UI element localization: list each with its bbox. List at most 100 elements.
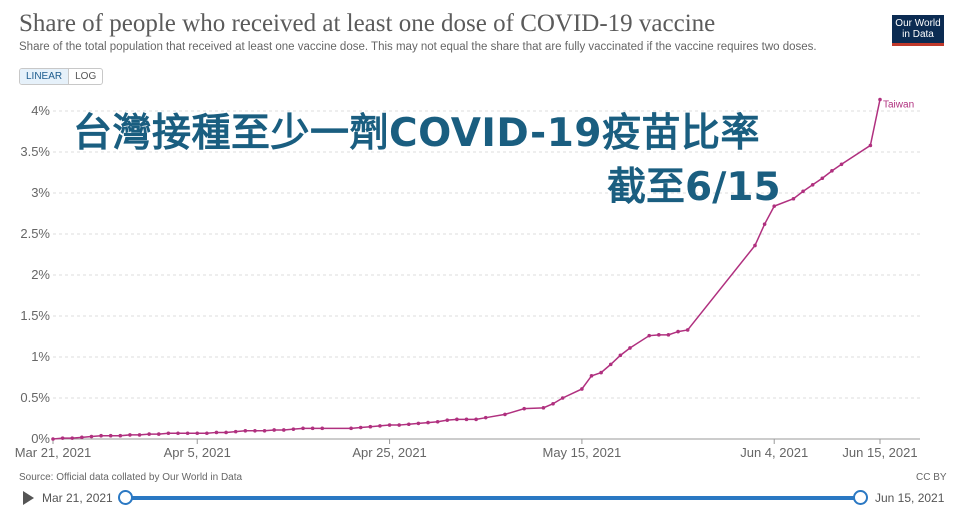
timeline-start-handle[interactable] xyxy=(118,490,133,505)
data-point xyxy=(878,97,882,102)
data-point xyxy=(820,176,825,181)
data-point xyxy=(839,162,844,167)
y-tick-label: 0.5% xyxy=(20,390,50,405)
owid-logo[interactable]: Our World in Data xyxy=(892,15,944,46)
timeline-start-label: Mar 21, 2021 xyxy=(42,491,113,505)
data-point xyxy=(483,415,488,420)
logo-line-2: in Data xyxy=(902,29,934,40)
data-point xyxy=(666,333,671,337)
data-point xyxy=(224,430,228,435)
data-point xyxy=(137,433,142,437)
timeline-end-handle[interactable] xyxy=(853,490,868,505)
data-point xyxy=(387,423,392,427)
data-point xyxy=(176,431,180,436)
data-point xyxy=(358,425,363,430)
data-point xyxy=(262,429,267,433)
data-point xyxy=(801,189,805,194)
data-point xyxy=(772,204,777,208)
y-tick-label: 1% xyxy=(31,349,50,364)
data-point xyxy=(185,431,190,436)
data-point xyxy=(156,432,161,436)
y-tick-label: 1.5% xyxy=(20,308,50,323)
data-point xyxy=(397,423,401,427)
timeline-end-label: Jun 15, 2021 xyxy=(875,491,945,505)
data-point xyxy=(291,427,296,431)
data-point xyxy=(868,143,873,148)
x-tick-label: Jun 4, 2021 xyxy=(740,445,808,460)
data-point xyxy=(320,426,325,431)
data-point xyxy=(791,196,796,201)
license-link[interactable]: CC BY xyxy=(916,472,947,483)
data-point xyxy=(647,333,652,338)
overlay-caption-line-2: 截至6/15 xyxy=(607,165,781,210)
data-point xyxy=(685,328,690,332)
data-point xyxy=(608,362,613,367)
data-point xyxy=(99,433,103,438)
x-tick-label: Apr 5, 2021 xyxy=(164,445,231,460)
x-tick-label: Jun 15, 2021 xyxy=(842,445,917,460)
data-point xyxy=(435,419,440,424)
data-point xyxy=(128,433,132,437)
logo-line-1: Our World xyxy=(895,18,941,29)
y-tick-label: 2% xyxy=(31,267,50,282)
data-point xyxy=(378,424,382,428)
source-note: Source: Official data collated by Our Wo… xyxy=(19,472,243,483)
data-point xyxy=(810,183,815,187)
data-point xyxy=(657,333,661,337)
data-point xyxy=(474,417,478,422)
series-layer: Taiwan xyxy=(51,97,914,441)
data-point xyxy=(618,353,623,358)
data-point xyxy=(195,431,200,436)
x-tick-labels: Mar 21, 2021 Apr 5, 2021 Apr 25, 2021 May 1… xyxy=(15,439,918,460)
data-point xyxy=(301,426,305,431)
data-point xyxy=(407,422,411,427)
line-chart: 0% 0.5% 1% 1.5% 2% 2.5% 3% 3.5% 4% Mar 21, 2021 A… xyxy=(15,97,920,460)
overlay-caption-line-1: 台灣接種至少一劑COVID-19疫苗比率 xyxy=(73,111,760,156)
x-tick-label: May 15, 2021 xyxy=(543,445,622,460)
linear-scale-button[interactable]: LINEAR xyxy=(20,69,70,84)
data-point xyxy=(60,436,65,440)
data-point xyxy=(426,420,430,425)
data-point xyxy=(108,433,113,438)
y-tick-label: 2.5% xyxy=(20,226,50,241)
chart-title: Share of people who received at least on… xyxy=(19,10,716,37)
data-point xyxy=(70,436,75,440)
timeline-track[interactable] xyxy=(126,496,861,500)
data-point xyxy=(589,374,594,378)
data-point xyxy=(272,428,276,432)
data-point xyxy=(580,387,584,391)
series-label-taiwan: Taiwan xyxy=(883,100,914,111)
data-point xyxy=(80,435,84,440)
data-point xyxy=(310,426,315,431)
data-point xyxy=(253,429,257,433)
log-scale-button[interactable]: LOG xyxy=(75,71,97,82)
data-point xyxy=(445,418,450,422)
data-point xyxy=(205,431,209,436)
data-point xyxy=(214,430,219,435)
x-tick-label: Mar 21, 2021 xyxy=(15,445,92,460)
y-tick-label: 4% xyxy=(31,103,50,118)
data-point xyxy=(628,346,632,350)
data-point xyxy=(166,431,171,436)
data-point xyxy=(281,428,286,432)
data-point xyxy=(416,421,421,426)
data-point xyxy=(349,426,353,431)
y-tick-labels: 0% 0.5% 1% 1.5% 2% 2.5% 3% 3.5% 4% xyxy=(20,103,50,446)
y-tick-label: 3.5% xyxy=(20,144,50,159)
x-tick-label: Apr 25, 2021 xyxy=(352,445,426,460)
data-point xyxy=(51,437,55,441)
data-point xyxy=(830,169,834,173)
data-point xyxy=(560,396,565,400)
data-point xyxy=(89,434,94,439)
data-point xyxy=(243,429,248,433)
data-point xyxy=(599,370,603,375)
data-point xyxy=(147,432,151,436)
data-point xyxy=(503,412,507,417)
data-point xyxy=(455,417,459,422)
grid-layer xyxy=(53,110,920,440)
data-point xyxy=(233,429,238,434)
data-point xyxy=(368,424,373,429)
data-point xyxy=(541,406,546,410)
play-icon[interactable] xyxy=(23,491,34,505)
data-point xyxy=(753,243,757,248)
